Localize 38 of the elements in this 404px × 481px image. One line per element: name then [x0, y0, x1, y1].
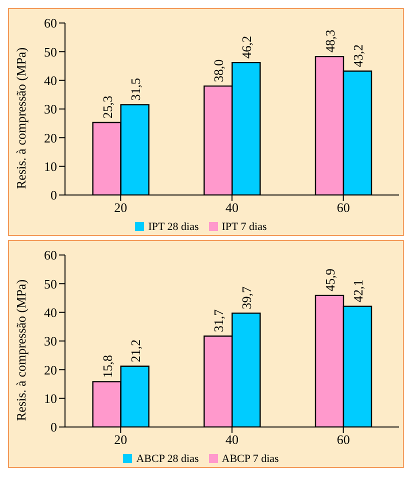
- y-tick-label: 0: [50, 420, 57, 435]
- legend-label: IPT 28 dias: [148, 221, 199, 233]
- data-label: 42,1: [350, 280, 366, 302]
- y-tick-label: 60: [44, 16, 57, 31]
- data-label: 45,9: [322, 268, 338, 292]
- legend-label: ABCP 28 dias: [136, 453, 199, 465]
- legend-label: IPT 7 dias: [222, 221, 267, 233]
- y-tick-label: 50: [44, 276, 57, 292]
- data-label: 21,2: [128, 339, 143, 362]
- y-tick-label: 50: [44, 44, 57, 60]
- y-tick-label: 30: [44, 102, 57, 117]
- data-label: 46,2: [239, 36, 254, 59]
- x-tick-label: 60: [336, 200, 350, 216]
- y-tick-label: 20: [44, 130, 57, 146]
- y-tick-label: 10: [44, 390, 57, 406]
- y-tick-label: 20: [44, 362, 57, 378]
- y-tick-label: 60: [44, 248, 57, 263]
- data-label: 31,7: [211, 308, 226, 332]
- data-label: 43,2: [350, 44, 366, 68]
- data-label: 48,3: [322, 30, 338, 53]
- y-axis-title: Resis. à compressão (MPa): [14, 47, 29, 189]
- y-tick-label: 30: [44, 334, 57, 349]
- data-label: 38,0: [211, 59, 226, 82]
- y-tick-label: 0: [50, 188, 57, 203]
- data-label: 25,3: [100, 96, 115, 118]
- y-tick-label: 40: [44, 72, 57, 88]
- x-tick-label: 20: [114, 200, 128, 216]
- y-tick-label: 10: [44, 158, 57, 174]
- y-tick-label: 40: [44, 304, 57, 320]
- x-tick-label: 20: [114, 432, 128, 448]
- x-tick-label: 60: [336, 432, 350, 448]
- data-label: 39,7: [239, 286, 254, 310]
- y-axis-title: Resis. à compressão (MPa): [14, 279, 29, 421]
- data-label: 31,5: [128, 78, 143, 101]
- data-label: 15,8: [100, 354, 115, 378]
- x-tick-label: 40: [226, 200, 238, 216]
- legend-label: ABCP 7 dias: [222, 453, 279, 465]
- x-tick-label: 40: [226, 432, 238, 448]
